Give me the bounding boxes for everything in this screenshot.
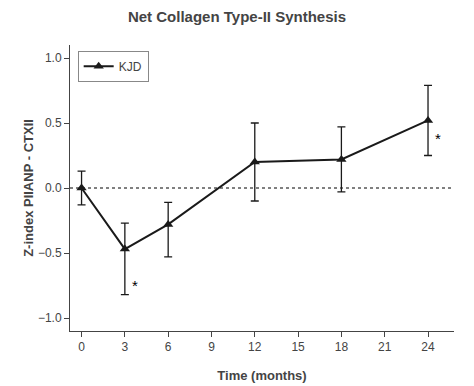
svg-text:−0.5: −0.5 [38, 246, 62, 260]
svg-text:6: 6 [165, 340, 172, 354]
svg-text:Z-index PIIANP - CTXII: Z-index PIIANP - CTXII [21, 119, 36, 257]
svg-text:18: 18 [335, 340, 349, 354]
svg-text:0.5: 0.5 [45, 116, 62, 130]
svg-text:0.0: 0.0 [45, 181, 62, 195]
svg-text:24: 24 [421, 340, 435, 354]
svg-text:−1.0: −1.0 [38, 311, 62, 325]
svg-text:3: 3 [122, 340, 129, 354]
svg-text:21: 21 [378, 340, 392, 354]
svg-text:*: * [132, 277, 138, 294]
svg-text:KJD: KJD [119, 60, 142, 74]
svg-text:*: * [435, 130, 441, 147]
svg-text:0: 0 [78, 340, 85, 354]
svg-text:15: 15 [291, 340, 305, 354]
svg-text:Net Collagen Type-II Synthesis: Net Collagen Type-II Synthesis [128, 8, 346, 25]
svg-text:12: 12 [248, 340, 262, 354]
svg-text:1.0: 1.0 [45, 51, 62, 65]
svg-text:Time (months): Time (months) [217, 368, 306, 383]
svg-text:9: 9 [208, 340, 215, 354]
